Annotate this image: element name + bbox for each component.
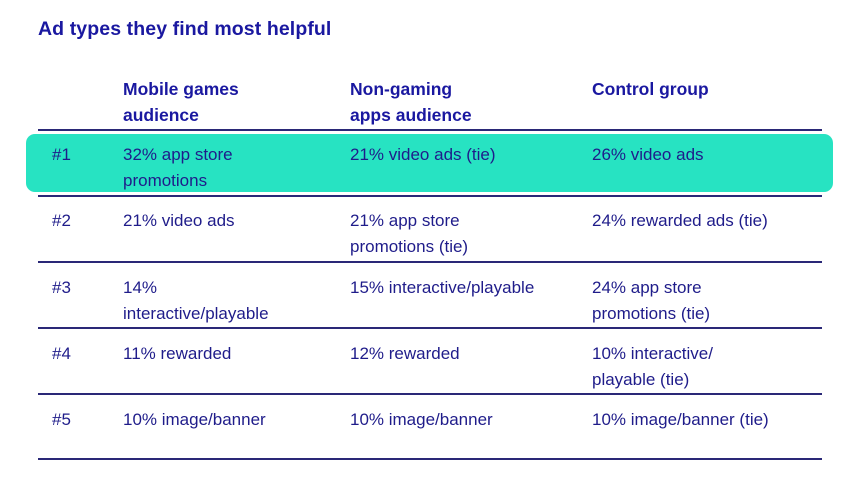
- cell-line: promotions: [123, 171, 208, 190]
- row-divider: [38, 195, 822, 197]
- column-header-line: Mobile games: [123, 79, 239, 99]
- cell-line: 24% rewarded ads (tie): [592, 211, 768, 230]
- table-cell: 26% video ads: [592, 142, 822, 168]
- row-divider: [38, 327, 822, 329]
- cell-line: playable (tie): [592, 370, 690, 389]
- top-rank-highlight: [26, 134, 833, 192]
- cell-line: 24% app store: [592, 278, 702, 297]
- table-cell: 14% interactive/playable: [123, 275, 333, 327]
- table-cell: 21% video ads (tie): [350, 142, 580, 168]
- cell-line: 32% app store: [123, 145, 233, 164]
- row-divider: [38, 393, 822, 395]
- table-cell: 10% image/banner: [350, 407, 580, 433]
- table-cell: 12% rewarded: [350, 341, 580, 367]
- cell-line: 21% video ads: [123, 211, 235, 230]
- rank-label: #3: [52, 278, 71, 297]
- cell-line: 21% video ads (tie): [350, 145, 496, 164]
- cell-line: 21% app store: [350, 211, 460, 230]
- column-header-non-gaming: Non-gaming apps audience: [350, 76, 580, 128]
- table-cell: 24% app store promotions (tie): [592, 275, 822, 327]
- column-header-line: Non-gaming: [350, 79, 453, 99]
- row-divider: [38, 261, 822, 263]
- cell-line: interactive/playable: [123, 304, 269, 323]
- column-header-line: apps audience: [350, 105, 472, 125]
- rank-label: #4: [52, 344, 71, 363]
- row-divider: [38, 129, 822, 131]
- table-cell: 32% app store promotions: [123, 142, 333, 194]
- table-cell: 21% app store promotions (tie): [350, 208, 580, 260]
- cell-line: 26% video ads: [592, 145, 704, 164]
- cell-line: 12% rewarded: [350, 344, 460, 363]
- table-cell: 21% video ads: [123, 208, 333, 234]
- cell-line: 10% image/banner: [350, 410, 493, 429]
- cell-line: 15% interactive/playable: [350, 278, 535, 297]
- column-header-line: audience: [123, 105, 199, 125]
- column-header-mobile-games: Mobile games audience: [123, 76, 333, 128]
- table-cell: 10% interactive/ playable (tie): [592, 341, 822, 393]
- cell-line: promotions (tie): [592, 304, 711, 323]
- column-header-line: Control group: [592, 79, 709, 99]
- cell-line: 10% image/banner (tie): [592, 410, 769, 429]
- row-divider: [38, 458, 822, 460]
- cell-line: promotions (tie): [350, 237, 469, 256]
- cell-line: 14%: [123, 278, 158, 297]
- table-cell: 10% image/banner: [123, 407, 333, 433]
- rank-label: #1: [52, 145, 71, 164]
- page-title: Ad types they find most helpful: [38, 18, 332, 40]
- table-cell: 24% rewarded ads (tie): [592, 208, 822, 234]
- table-cell: 11% rewarded: [123, 341, 333, 367]
- cell-line: 10% interactive/: [592, 344, 713, 363]
- rank-label: #2: [52, 211, 71, 230]
- column-header-control-group: Control group: [592, 76, 822, 102]
- table-cell: 15% interactive/playable: [350, 275, 580, 301]
- rank-label: #5: [52, 410, 71, 429]
- table-cell: 10% image/banner (tie): [592, 407, 822, 433]
- cell-line: 11% rewarded: [123, 344, 232, 363]
- cell-line: 10% image/banner: [123, 410, 266, 429]
